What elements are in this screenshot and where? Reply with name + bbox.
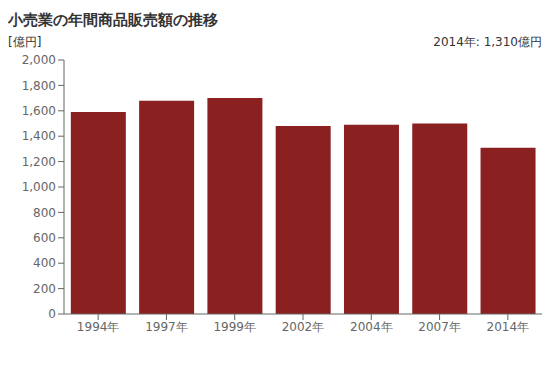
svg-text:1,600: 1,600	[22, 104, 56, 118]
svg-text:1994年: 1994年	[77, 320, 120, 334]
svg-text:1,200: 1,200	[22, 155, 56, 169]
svg-text:2002年: 2002年	[282, 320, 325, 334]
svg-text:1,000: 1,000	[22, 180, 56, 194]
svg-text:2014年: 2014年	[487, 320, 530, 334]
svg-text:1999年: 1999年	[213, 320, 256, 334]
html-text:小売業の年間商品販売額の推移: 小売業の年間商品販売額の推移	[8, 11, 218, 29]
svg-text:400: 400	[33, 256, 56, 270]
svg-text:2004年: 2004年	[350, 320, 393, 334]
svg-text:1,400: 1,400	[22, 129, 56, 143]
svg-text:2,000: 2,000	[22, 53, 56, 67]
svg-text:2007年: 2007年	[418, 320, 461, 334]
html-text:2014年: 1,310億円: 2014年: 1,310億円	[433, 35, 542, 49]
svg-text:600: 600	[33, 231, 56, 245]
svg-text:200: 200	[33, 282, 56, 296]
html-text:[億円]: [億円]	[8, 35, 42, 49]
svg-text:1,800: 1,800	[22, 79, 56, 93]
svg-text:1997年: 1997年	[145, 320, 188, 334]
svg-text:800: 800	[33, 206, 56, 220]
svg-text:0: 0	[48, 307, 56, 321]
